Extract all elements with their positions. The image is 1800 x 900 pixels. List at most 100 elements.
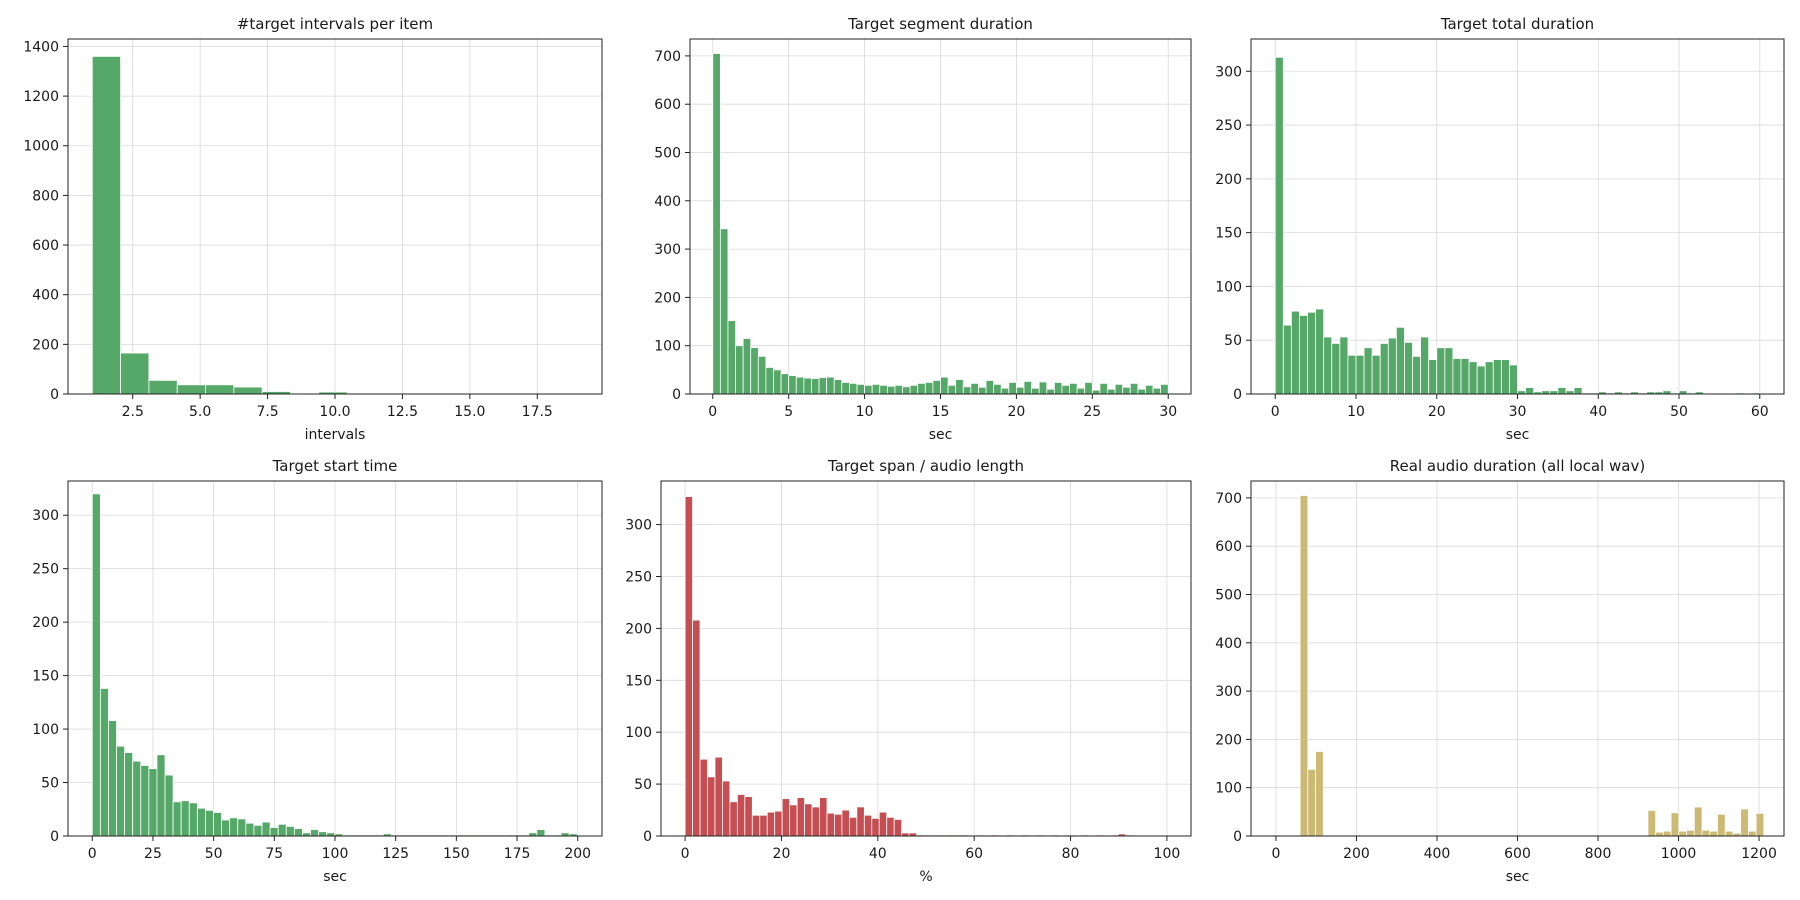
histogram-bar — [742, 338, 752, 395]
chart-panel-intervals: 2.5 5.0 7.5 10.0 12.5 15.0 17.5 0 200 400 600 800 10… — [23, 15, 603, 443]
x-tick-label: 0 — [1271, 846, 1280, 862]
histogram-bar — [940, 376, 949, 395]
histogram-bar — [759, 814, 768, 837]
x-tick-label: 7.5 — [256, 404, 278, 420]
x-tick-label: 5 — [784, 404, 793, 420]
histogram-bar — [751, 814, 761, 837]
y-tick-label: 100 — [654, 339, 681, 355]
histogram-bar — [765, 367, 774, 395]
histogram-bar — [1670, 812, 1680, 837]
y-tick-label: 200 — [625, 621, 652, 637]
histogram-bar — [684, 496, 693, 837]
histogram-bar — [894, 384, 903, 395]
y-tick-label: 250 — [625, 569, 652, 585]
histogram-bar — [1137, 388, 1146, 395]
histogram-bar — [1363, 347, 1373, 395]
histogram-bar — [1069, 382, 1078, 395]
histogram-bar — [1717, 813, 1726, 837]
histogram-bar — [245, 822, 255, 837]
histogram-bar — [879, 384, 888, 395]
histogram-bar — [993, 383, 1002, 395]
y-tick-label: 250 — [32, 562, 59, 578]
histogram-bar — [1678, 830, 1687, 837]
x-tick-label: 175 — [504, 846, 531, 862]
histogram-bar — [803, 377, 812, 395]
x-tick-label: 125 — [382, 846, 409, 862]
histogram-bar — [1412, 355, 1421, 395]
histogram-bar — [140, 765, 150, 837]
x-tick-label: 15 — [932, 404, 950, 420]
x-tick-label: 60 — [1751, 404, 1769, 420]
y-tick-label: 150 — [625, 673, 652, 689]
y-tick-label: 300 — [1215, 684, 1242, 700]
histogram-bar — [156, 754, 166, 837]
histogram-bar — [1016, 386, 1025, 395]
histogram-bar — [1282, 324, 1292, 395]
y-tick-label: 200 — [32, 337, 59, 353]
histogram-bar — [826, 376, 835, 395]
histogram-bar — [1476, 365, 1486, 395]
histogram-bar — [1000, 387, 1010, 395]
x-tick-label: 25 — [144, 846, 162, 862]
y-tick-label: 100 — [32, 722, 59, 738]
histogram-bar — [1428, 359, 1438, 395]
histogram-bar — [796, 797, 805, 837]
y-tick-label: 150 — [32, 669, 59, 685]
y-tick-label: 400 — [654, 194, 681, 210]
histogram-bar — [180, 800, 190, 837]
x-axis-label: sec — [929, 427, 953, 443]
y-tick-label: 500 — [1215, 588, 1242, 604]
histogram-bar — [773, 369, 782, 395]
histogram-bar — [1740, 808, 1749, 837]
x-tick-label: 60 — [965, 846, 983, 862]
y-tick-label: 0 — [672, 387, 681, 403]
histogram-bar — [871, 817, 880, 837]
x-tick-label: 40 — [869, 846, 887, 862]
histogram-bar — [1023, 381, 1032, 395]
histogram-bar — [1290, 310, 1300, 395]
histogram-bar — [766, 811, 776, 837]
histogram-bar — [1160, 383, 1169, 395]
histogram-bar — [1061, 384, 1070, 395]
histogram-bar — [1484, 361, 1494, 395]
histogram-bar — [1420, 336, 1430, 395]
histogram-bar — [176, 384, 206, 395]
histogram-bar — [841, 382, 850, 395]
histogram-bar — [722, 780, 731, 837]
y-tick-label: 200 — [654, 290, 681, 306]
histogram-bar — [788, 375, 797, 395]
histogram-bar — [1355, 354, 1365, 395]
y-tick-label: 200 — [1215, 732, 1242, 748]
histogram-bar — [962, 386, 972, 395]
x-tick-label: 2.5 — [122, 404, 144, 420]
x-tick-label: 800 — [1585, 846, 1612, 862]
y-tick-label: 1400 — [23, 39, 59, 55]
histogram-bar — [795, 376, 805, 395]
histogram-bar — [1114, 383, 1124, 395]
histogram-bar — [205, 809, 214, 837]
y-tick-label: 300 — [654, 242, 681, 258]
x-tick-label: 10 — [1347, 404, 1365, 420]
y-tick-label: 700 — [1215, 491, 1242, 507]
x-tick-label: 0 — [1271, 404, 1280, 420]
histogram-bar — [1724, 830, 1734, 837]
histogram-bar — [1323, 336, 1333, 395]
histogram-bar — [229, 817, 239, 837]
x-tick-label: 20 — [1428, 404, 1446, 420]
histogram-bar — [1647, 810, 1657, 837]
histogram-bar — [1038, 381, 1048, 395]
histogram-bar — [985, 380, 995, 395]
y-tick-label: 250 — [1215, 118, 1242, 134]
panel-title: #target intervals per item — [237, 15, 433, 33]
histogram-bar — [277, 823, 287, 837]
histogram-bar — [826, 812, 835, 837]
histogram-bar — [196, 807, 206, 837]
histogram-bar — [947, 384, 957, 395]
histogram-bar — [108, 720, 117, 837]
histogram-bar — [1525, 387, 1535, 395]
histogram-bar — [1307, 768, 1316, 837]
y-tick-label: 0 — [50, 829, 59, 845]
histogram-bar — [729, 801, 738, 837]
histogram-bar — [1452, 358, 1462, 395]
